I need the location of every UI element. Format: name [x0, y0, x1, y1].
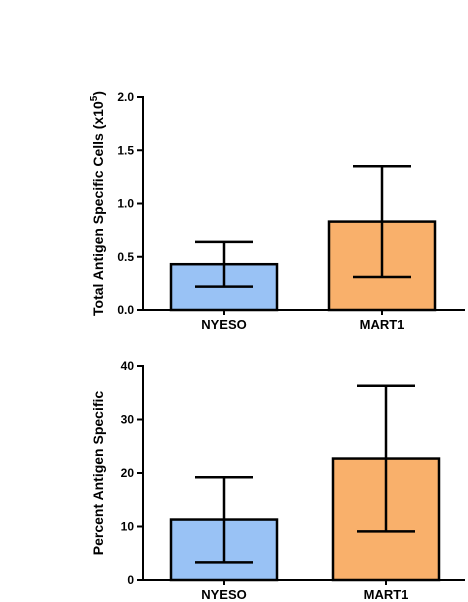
- chart-total-antigen-cells: 0.0 0.5 1.0 1.5 2.0 NYESO MART1 Total Antigen S…: [89, 90, 465, 332]
- y-tick-label: 0.5: [117, 250, 134, 264]
- error-bar-nyeso: [195, 240, 253, 288]
- y-axis-title: Percent Antigen Specific: [90, 391, 106, 556]
- y-tick-label: 40: [121, 359, 135, 373]
- y-tick-label: 1.0: [117, 197, 134, 211]
- category-label-nyeso: NYESO: [201, 587, 247, 602]
- error-bar-mart1: [357, 384, 415, 533]
- y-tick-label: 0: [127, 573, 134, 587]
- y-tick-label: 0.0: [117, 303, 134, 317]
- chart-percent-antigen-specific: 0 10 20 30 40 NYESO MART1 Percent Antigen Speci…: [90, 359, 465, 602]
- y-axis-title-close: ): [90, 91, 106, 96]
- category-label-mart1: MART1: [360, 317, 405, 332]
- y-tick-label: 10: [121, 520, 135, 534]
- category-label-mart1: MART1: [364, 587, 409, 602]
- y-tick-label: 2.0: [117, 90, 134, 104]
- y-axis-title: Total Antigen Specific Cells (x105): [89, 91, 106, 316]
- y-tick-label: 20: [121, 466, 135, 480]
- category-label-nyeso: NYESO: [201, 317, 247, 332]
- y-tick-label: 30: [121, 413, 135, 427]
- y-axis-title-text: Percent Antigen Specific: [90, 391, 106, 556]
- y-axis-title-text: Total Antigen Specific Cells (x10: [90, 101, 106, 316]
- error-bar-mart1: [353, 164, 411, 279]
- error-bar-nyeso: [195, 476, 253, 564]
- y-axis-title-exponent: 5: [89, 95, 100, 101]
- y-tick-label: 1.5: [117, 143, 134, 157]
